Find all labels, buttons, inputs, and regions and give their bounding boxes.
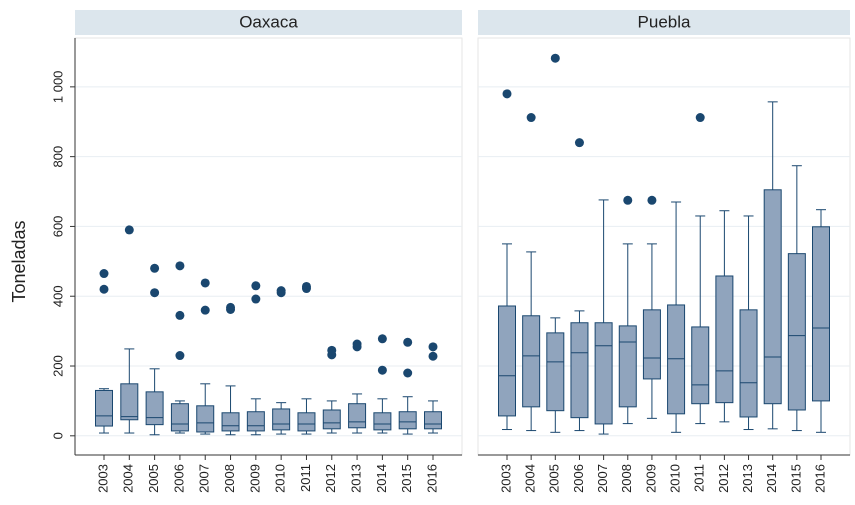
box: [221, 412, 240, 432]
box: [398, 411, 417, 430]
x-tick-label: 2004: [121, 464, 136, 493]
box: [498, 305, 516, 417]
x-tick-label: 2008: [222, 464, 237, 493]
x-tick-label: 2006: [571, 464, 586, 493]
outlier: [550, 53, 560, 63]
outlier: [150, 288, 160, 298]
outlier: [403, 337, 413, 347]
box: [424, 411, 442, 430]
box: [170, 403, 189, 432]
x-tick-label: 2005: [146, 464, 161, 493]
outlier: [99, 284, 109, 294]
x-tick-label: 2008: [619, 464, 634, 493]
outlier: [526, 113, 536, 123]
x-tick-label: 2009: [643, 464, 658, 493]
x-tick-label: 2013: [349, 464, 364, 493]
outlier: [200, 305, 210, 315]
x-tick-label: 2013: [740, 464, 755, 493]
plot-area: [74, 37, 463, 456]
box: [145, 391, 164, 426]
x-tick-label: 2006: [171, 464, 186, 493]
outlier: [251, 281, 261, 291]
box: [763, 189, 782, 405]
box: [715, 275, 734, 404]
y-tick-label: 600: [50, 216, 65, 238]
y-tick-label: 1 000: [50, 71, 65, 104]
box: [594, 322, 613, 425]
box: [322, 409, 341, 430]
x-tick-label: 2007: [197, 464, 212, 493]
outlier: [226, 302, 236, 312]
outlier: [377, 365, 387, 375]
outlier: [150, 263, 160, 273]
x-tick-label: 2009: [247, 464, 262, 493]
outlier: [301, 281, 311, 291]
outlier: [175, 310, 185, 320]
y-tick-label: 400: [50, 285, 65, 307]
x-tick-label: 2004: [523, 464, 538, 493]
y-tick-label: 0: [50, 432, 65, 439]
x-tick-label: 2012: [716, 464, 731, 493]
outlier: [502, 89, 512, 99]
outlier: [200, 278, 210, 288]
outlier: [377, 334, 387, 344]
outlier: [428, 342, 438, 352]
outlier: [428, 351, 438, 361]
outlier: [175, 351, 185, 361]
outlier: [623, 195, 633, 205]
box: [546, 332, 565, 412]
x-tick-label: 2011: [692, 464, 707, 492]
outlier: [175, 261, 185, 271]
outlier: [403, 368, 413, 378]
x-tick-label: 2007: [595, 464, 610, 493]
box: [272, 408, 291, 431]
box: [618, 325, 637, 408]
x-tick-label: 2011: [298, 464, 313, 492]
y-tick-label: 200: [50, 355, 65, 377]
outlier: [124, 225, 134, 235]
box: [373, 412, 392, 431]
box: [522, 315, 541, 408]
panel-title: Oaxaca: [239, 12, 298, 31]
box: [642, 309, 661, 380]
y-tick-label: 800: [50, 146, 65, 168]
x-tick-label: 2015: [788, 464, 803, 493]
box: [739, 309, 758, 418]
outlier: [276, 286, 286, 296]
outlier: [352, 339, 362, 349]
outlier: [251, 294, 261, 304]
x-tick-label: 2014: [374, 464, 389, 493]
box: [812, 226, 830, 402]
y-axis-label: Toneladas: [9, 220, 29, 302]
box: [95, 389, 113, 427]
title-strip: [75, 10, 462, 35]
box: [297, 412, 316, 432]
outlier: [574, 138, 584, 148]
x-tick-label: 2010: [668, 464, 683, 493]
x-tick-label: 2016: [812, 464, 827, 493]
title-strip: [478, 10, 850, 35]
x-tick-label: 2003: [95, 464, 110, 493]
box: [691, 326, 710, 405]
outlier: [99, 269, 109, 279]
x-tick-label: 2003: [498, 464, 513, 493]
box: [196, 405, 215, 433]
x-tick-label: 2005: [547, 464, 562, 493]
box: [667, 304, 686, 415]
x-tick-label: 2012: [323, 464, 338, 493]
x-tick-label: 2016: [424, 464, 439, 493]
outlier: [695, 113, 705, 123]
x-tick-label: 2014: [764, 464, 779, 493]
outlier: [327, 345, 337, 355]
box: [246, 411, 265, 432]
outlier: [647, 195, 657, 205]
box: [787, 253, 806, 411]
box: [120, 383, 139, 421]
panel-title: Puebla: [638, 12, 691, 31]
x-tick-label: 2015: [399, 464, 414, 493]
box: [570, 322, 589, 419]
x-tick-label: 2010: [273, 464, 288, 493]
box: [348, 403, 367, 429]
